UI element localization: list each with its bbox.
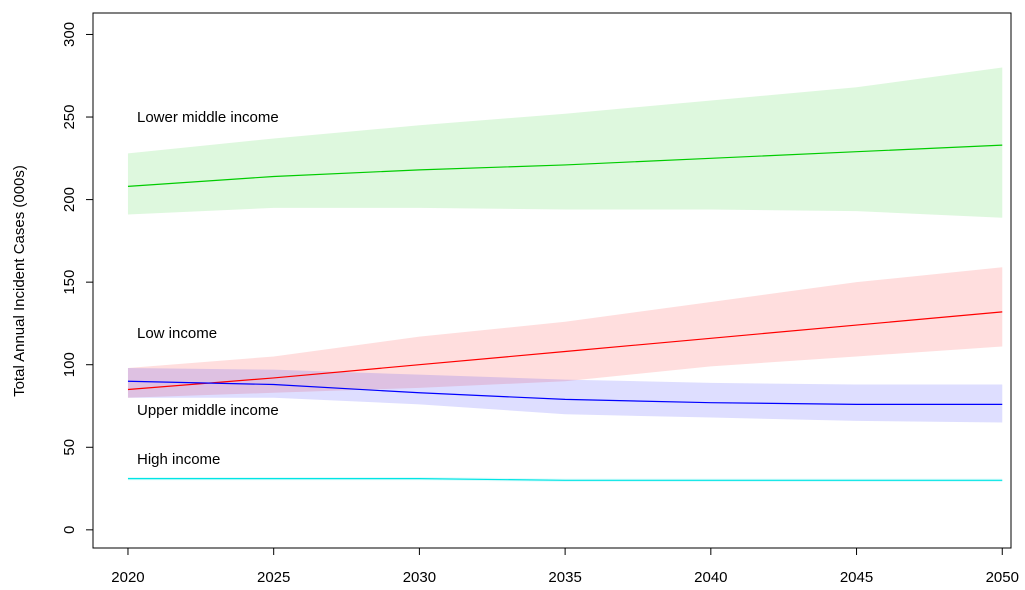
series-line — [127, 478, 1003, 481]
y-tick-label: 150 — [61, 270, 78, 295]
confidence-band — [127, 67, 1003, 218]
confidence-band — [127, 368, 1003, 423]
y-axis-label: Total Annual Incident Cases (000s) — [11, 165, 28, 397]
y-tick-label: 50 — [61, 439, 78, 456]
confidence-band — [127, 476, 1003, 482]
x-tick-label: 2030 — [403, 569, 436, 586]
y-tick-label: 0 — [61, 526, 78, 534]
y-tick-label: 200 — [61, 187, 78, 212]
y-tick-label: 250 — [61, 105, 78, 130]
x-tick-label: 2020 — [111, 569, 144, 586]
series-line — [127, 380, 1003, 405]
series-label: High income — [137, 451, 220, 468]
x-tick-label: 2040 — [694, 569, 727, 586]
x-tick-label: 2050 — [986, 569, 1019, 586]
series-label: Low income — [137, 325, 217, 342]
series-label: Upper middle income — [137, 402, 279, 419]
series-line — [127, 144, 1003, 187]
y-tick-label: 300 — [61, 22, 78, 47]
x-tick-label: 2035 — [548, 569, 581, 586]
series-label: Lower middle income — [137, 109, 279, 126]
confidence-band — [127, 267, 1003, 398]
y-tick-label: 100 — [61, 352, 78, 377]
series-line — [127, 311, 1003, 391]
x-tick-label: 2045 — [840, 569, 873, 586]
x-tick-label: 2025 — [257, 569, 290, 586]
